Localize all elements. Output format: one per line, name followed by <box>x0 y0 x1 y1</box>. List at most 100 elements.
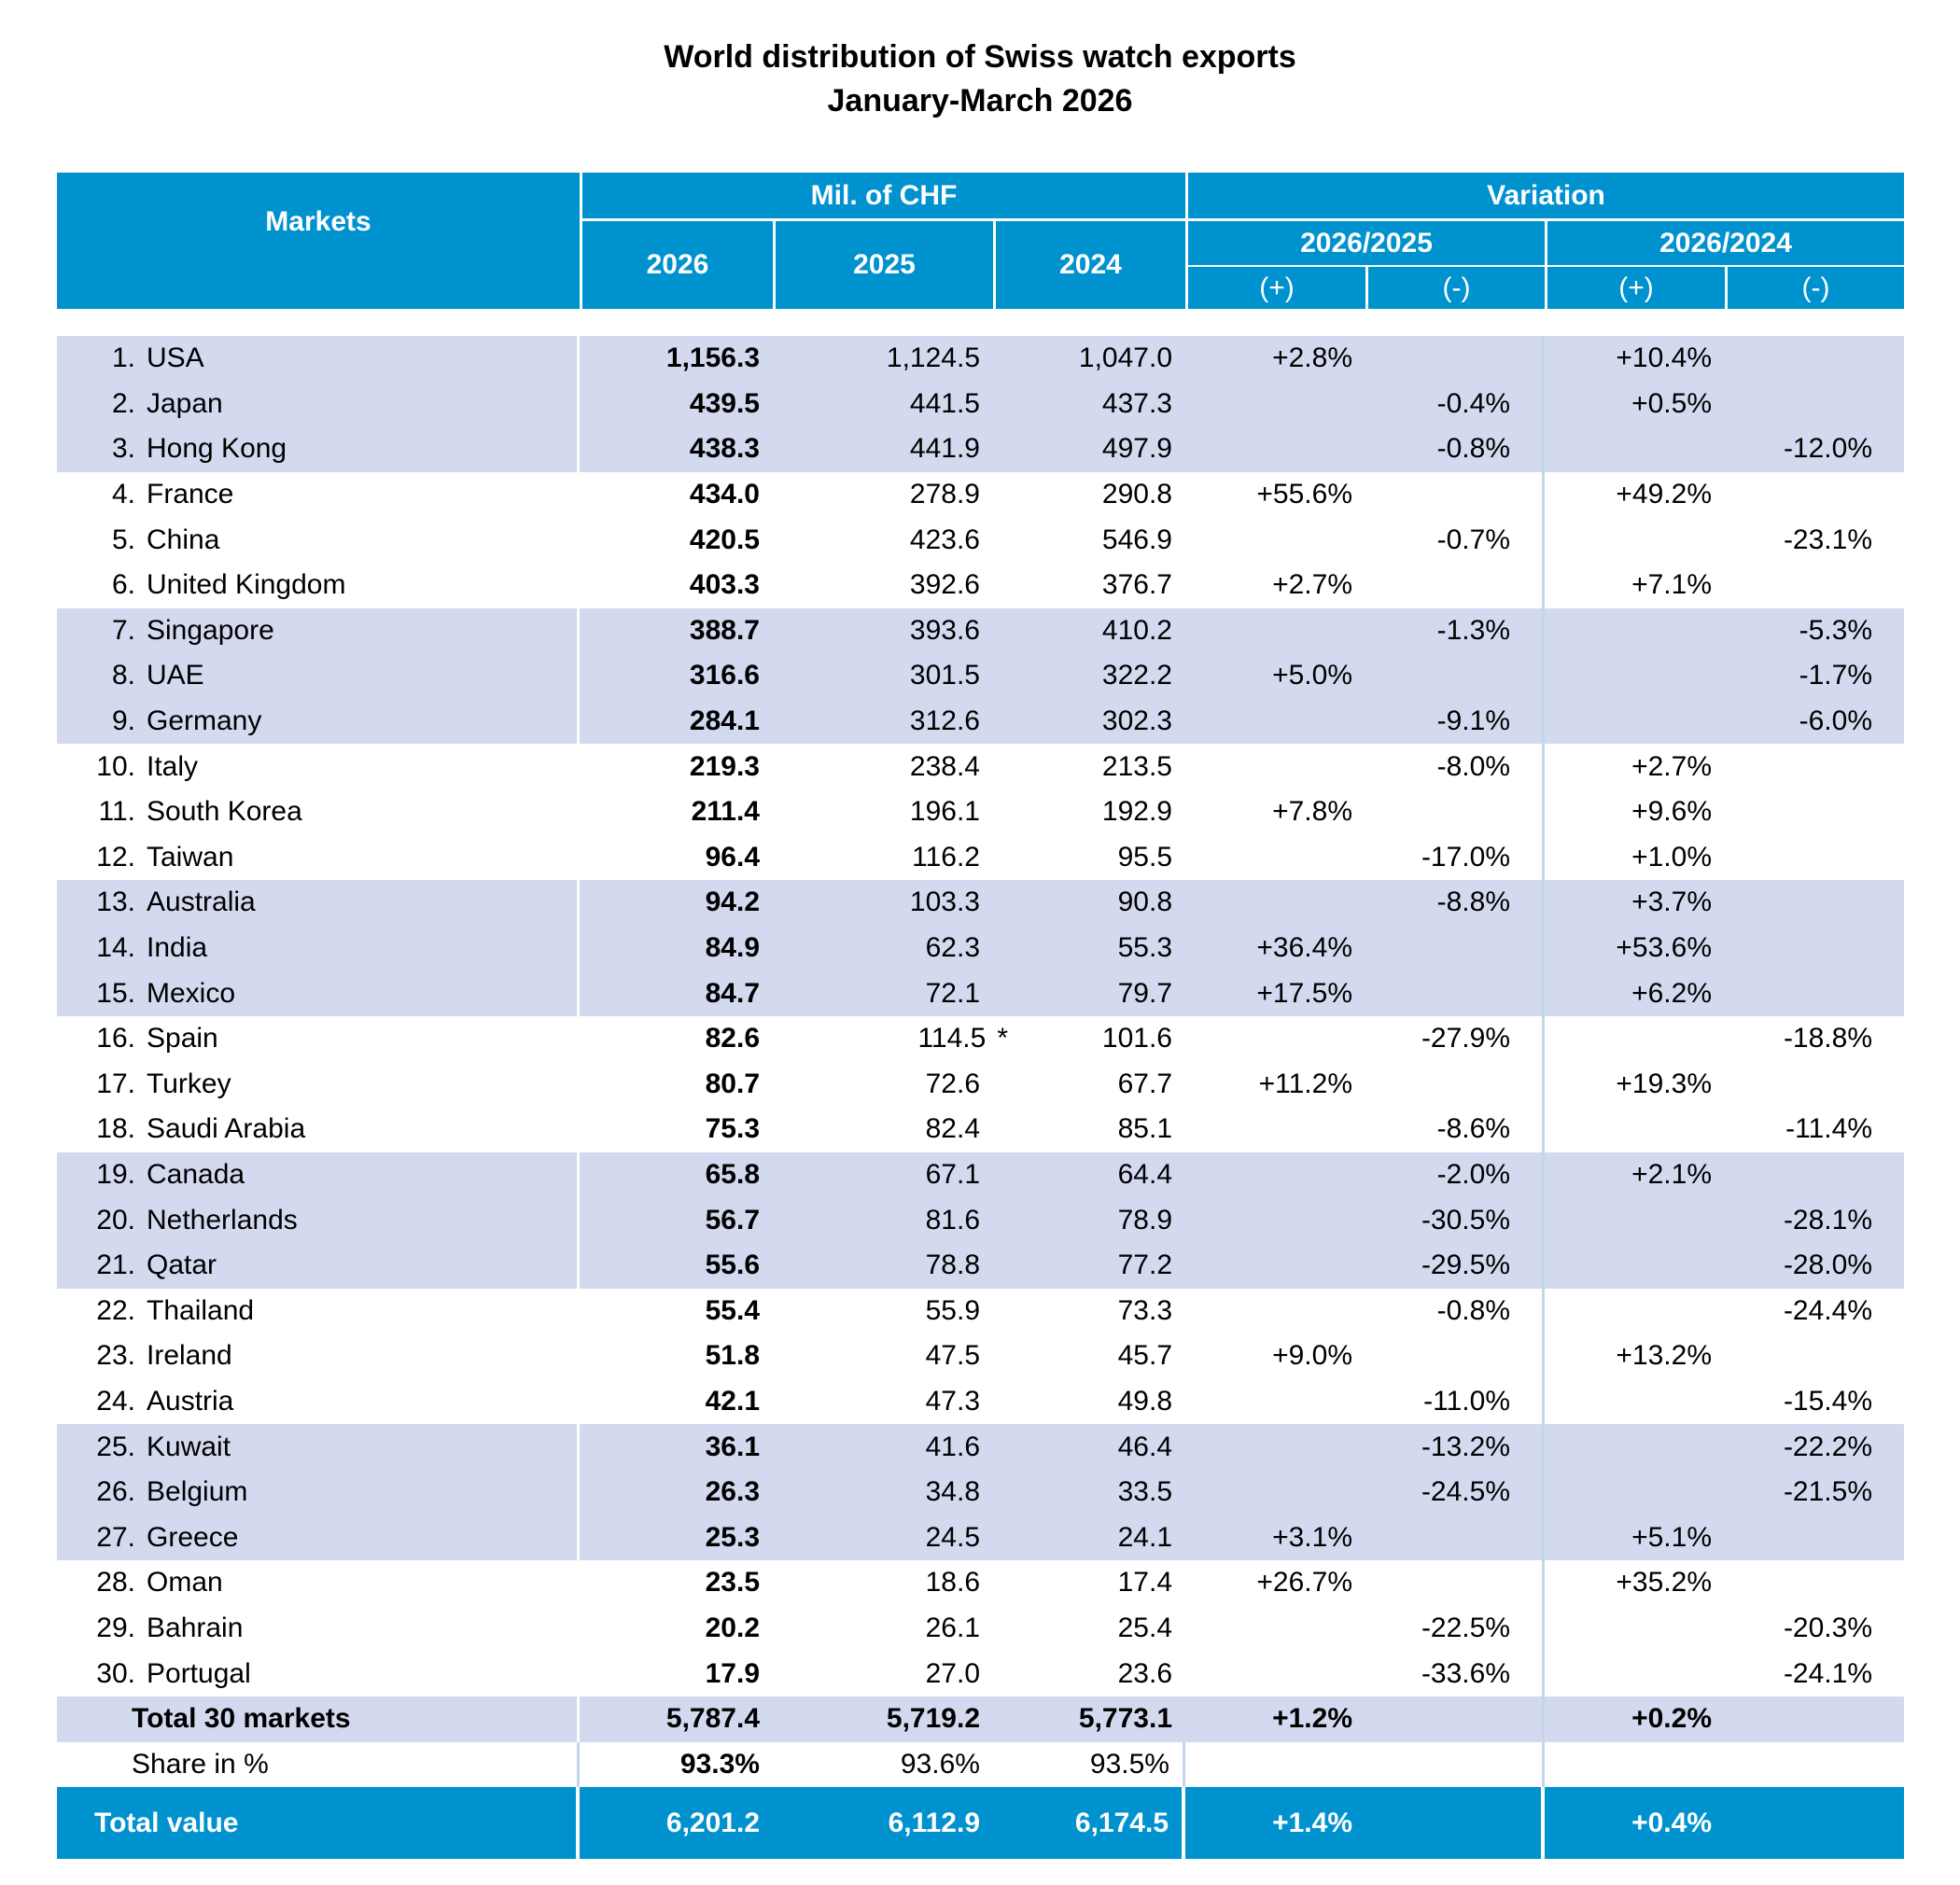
market-name: Thailand <box>147 1294 255 1326</box>
var-2025-minus-cell: -13.2% <box>1365 1424 1545 1470</box>
value-2024: 497.9 <box>1101 433 1172 465</box>
share-row: Share in % 93.3% 93.6% 93.5% <box>57 1741 1904 1788</box>
var-2025-minus-cell <box>1365 1061 1545 1108</box>
var-2025-minus: -29.5% <box>1421 1250 1510 1281</box>
market: Share in % <box>132 1748 269 1780</box>
table-row: 14. India 84.9 62.3 55.3 +36.4% +53.6% <box>57 925 1904 971</box>
value-2025-cell: 312.6 <box>773 699 993 745</box>
market-cell: 7. Singapore <box>57 607 580 654</box>
table-row: 27. Greece 25.3 24.5 24.1 +3.1% +5.1% <box>57 1515 1904 1561</box>
value-2026: 42.1 <box>705 1386 760 1417</box>
value-2025: 93.6% <box>900 1748 980 1780</box>
value-2026-cell: 211.4 <box>580 789 773 835</box>
value-2025-cell: 34.8 <box>773 1470 993 1515</box>
value-2025: 47.5 <box>925 1340 980 1372</box>
value-2025: 55.9 <box>925 1294 980 1326</box>
value-2026-cell: 20.2 <box>580 1606 773 1652</box>
value-2025-cell: 103.3 <box>773 880 993 926</box>
rank: 20. <box>96 1204 135 1236</box>
var-2025-minus-cell <box>1365 653 1545 699</box>
value-2025-cell: 67.1 <box>773 1152 993 1198</box>
rank: 4. <box>111 479 135 510</box>
var-2025-plus-cell <box>1185 1197 1365 1243</box>
value-2026: 388.7 <box>689 614 760 646</box>
var-2025-minus-cell <box>1365 1333 1545 1379</box>
value-2024: 192.9 <box>1101 796 1172 828</box>
var-2024-minus: -11.4% <box>1785 1113 1872 1145</box>
value-2026: 96.4 <box>705 841 760 873</box>
var-2025-minus-cell: -17.0% <box>1365 834 1545 881</box>
market-name: Taiwan <box>147 841 234 873</box>
value-2025: 423.6 <box>909 524 980 555</box>
var-2025-plus-cell <box>1185 1379 1365 1425</box>
table-header: Markets Mil. of CHF Variation 2026 2025 … <box>57 173 1904 309</box>
var-2025-minus: -33.6% <box>1421 1657 1510 1689</box>
var-2025-plus-cell: +7.8% <box>1185 789 1365 835</box>
value-2024-cell: 290.8 <box>993 472 1185 518</box>
value-2024-cell: 25.4 <box>993 1606 1185 1652</box>
value-2024-cell: 79.7 <box>993 970 1185 1016</box>
value-2024-cell: 64.4 <box>993 1152 1185 1198</box>
var-2024-minus: -18.8% <box>1783 1023 1872 1054</box>
table-row: 5. China 420.5 423.6 546.9 -0.7% -23.1% <box>57 517 1904 563</box>
var-2025-plus-cell <box>1185 1651 1365 1696</box>
value-2026-cell: 434.0 <box>580 472 773 518</box>
market-cell: 18. Saudi Arabia <box>57 1107 580 1152</box>
value-2026-cell: 26.3 <box>580 1470 773 1515</box>
value-2026-cell: 6,201.2 <box>580 1787 773 1859</box>
var-2025-minus: -0.8% <box>1436 1294 1510 1326</box>
value-2025-cell: 47.5 <box>773 1333 993 1379</box>
var-2025-minus: -24.5% <box>1421 1476 1510 1508</box>
market-name: Qatar <box>147 1250 217 1281</box>
var-2024-plus-cell <box>1545 1651 1725 1696</box>
footnote-marker: * <box>997 1023 1008 1054</box>
market-cell: 2. Japan <box>57 381 580 427</box>
value-2024: 90.8 <box>1117 887 1172 918</box>
var-2024-plus: +2.1% <box>1631 1159 1712 1191</box>
var-2024-plus-cell: +13.2% <box>1545 1333 1725 1379</box>
var-2025-plus-cell: +55.6% <box>1185 472 1365 518</box>
value-2024-cell: 24.1 <box>993 1515 1185 1561</box>
value-2025-cell: 72.6 <box>773 1062 993 1108</box>
header-year-2025: 2025 <box>853 249 916 280</box>
var-2025-plus-cell: +11.2% <box>1185 1062 1365 1108</box>
table-row: 29. Bahrain 20.2 26.1 25.4 -22.5% -20.3% <box>57 1605 1904 1652</box>
var-2024-plus: +1.0% <box>1631 841 1712 873</box>
var-2025-minus: -0.4% <box>1436 387 1510 419</box>
rank: 23. <box>96 1340 135 1372</box>
value-2024-cell: 55.3 <box>993 926 1185 971</box>
var-2025-plus: +11.2% <box>1258 1068 1352 1099</box>
header-var-2026-2024: 2026/2024 <box>1659 227 1792 258</box>
var-2025-minus: -9.1% <box>1436 705 1510 737</box>
market-cell: Share in % <box>57 1741 580 1788</box>
value-2026-cell: 84.7 <box>580 970 773 1016</box>
value-2025: 393.6 <box>909 614 980 646</box>
market-cell: 6. United Kingdom <box>57 563 580 608</box>
market-name: Hong Kong <box>147 433 287 465</box>
market-cell: 30. Portugal <box>57 1651 580 1696</box>
value-2026-cell: 65.8 <box>580 1152 773 1198</box>
var-2024-plus-cell: +5.1% <box>1545 1515 1725 1561</box>
var-2025-plus: +9.0% <box>1272 1340 1352 1372</box>
var-2024-plus-cell <box>1545 1289 1725 1334</box>
var-2024-plus-cell: +7.1% <box>1545 563 1725 608</box>
value-2026-cell: 439.5 <box>580 382 773 427</box>
value-2024: 376.7 <box>1101 569 1172 601</box>
value-2024-cell: 6,174.5 <box>993 1787 1185 1860</box>
value-2024: 6,174.5 <box>1074 1807 1169 1838</box>
market-cell: Total value <box>57 1787 580 1860</box>
market-name: Bahrain <box>147 1613 244 1644</box>
value-2024-cell: 23.6 <box>993 1651 1185 1696</box>
value-2026: 93.3% <box>679 1748 760 1780</box>
market-cell: 24. Austria <box>57 1379 580 1425</box>
var-2025-minus-cell: -0.8% <box>1365 1288 1545 1334</box>
value-2024: 93.5% <box>1089 1748 1169 1780</box>
var-2025-minus: -27.9% <box>1421 1023 1510 1054</box>
value-2025-cell: 62.3 <box>773 926 993 971</box>
value-2026-cell: 388.7 <box>580 608 773 654</box>
rank: 21. <box>96 1250 135 1281</box>
value-2025-cell: 47.3 <box>773 1379 993 1425</box>
value-2026-cell: 82.6 <box>580 1016 773 1062</box>
value-2026: 5,787.4 <box>665 1703 760 1735</box>
var-2025-plus-cell: +9.0% <box>1185 1333 1365 1379</box>
